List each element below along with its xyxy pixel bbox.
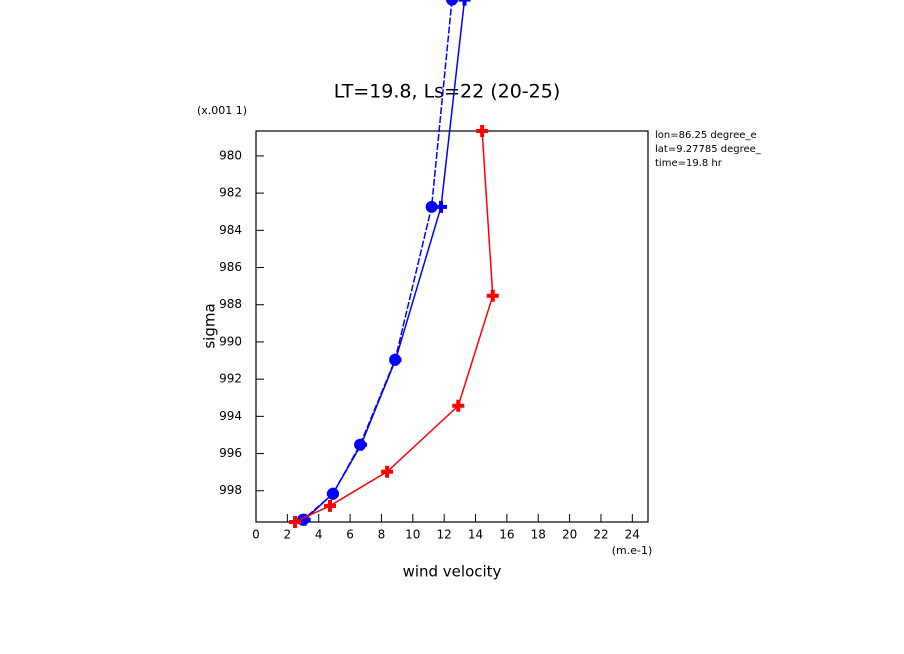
point [389, 353, 402, 366]
x-units: (m.e-1) [612, 544, 653, 557]
y-tick-label: 996 [219, 446, 242, 460]
point [435, 200, 448, 213]
y-tick-label: 992 [219, 372, 242, 386]
point [355, 438, 368, 451]
chart-title: LT=19.8, Ls=22 (20-25) [334, 81, 561, 103]
point [425, 200, 438, 213]
annotation: lon=86.25 degree_e [655, 130, 757, 141]
y-tick-label: 984 [219, 223, 242, 237]
annotation: time=19.8 hr [655, 158, 723, 169]
series-line [302, 0, 453, 521]
x-tick-label: 12 [437, 528, 452, 542]
x-tick-label: 0 [252, 528, 260, 542]
point [458, 0, 471, 6]
point [486, 289, 499, 302]
point [326, 487, 339, 500]
y-tick-label: 990 [219, 334, 242, 348]
x-axis-label: wind velocity [403, 563, 502, 581]
y-tick-label: 986 [219, 260, 242, 274]
x-tick-label: 18 [531, 528, 546, 542]
y-axis-label: sigma [201, 303, 219, 348]
x-tick-label: 14 [468, 528, 483, 542]
point [476, 125, 489, 137]
plot-frame [255, 130, 649, 523]
point [381, 465, 394, 478]
annotation: lat=9.27785 degree_ [655, 144, 762, 155]
x-tick-label: 6 [346, 528, 354, 542]
y-scale-note: (x.001 1) [197, 104, 247, 117]
x-tick-label: 16 [499, 528, 514, 542]
y-tick-label: 980 [219, 148, 242, 162]
series-line [294, 130, 494, 523]
series-line [304, 0, 466, 521]
x-tick-label: 10 [405, 528, 420, 542]
point [446, 0, 458, 6]
x-tick-label: 22 [593, 528, 608, 542]
y-tick-label: 998 [219, 483, 242, 497]
x-tick-label: 8 [378, 528, 386, 542]
point [289, 516, 302, 528]
point [324, 499, 337, 512]
point [452, 399, 465, 412]
y-tick-label: 988 [219, 297, 242, 311]
y-tick-label: 982 [219, 186, 242, 200]
x-tick-label: 24 [625, 528, 640, 542]
y-tick-label: 994 [219, 409, 242, 423]
x-tick-label: 4 [315, 528, 323, 542]
x-tick-label: 2 [284, 528, 292, 542]
x-tick-label: 20 [562, 528, 577, 542]
